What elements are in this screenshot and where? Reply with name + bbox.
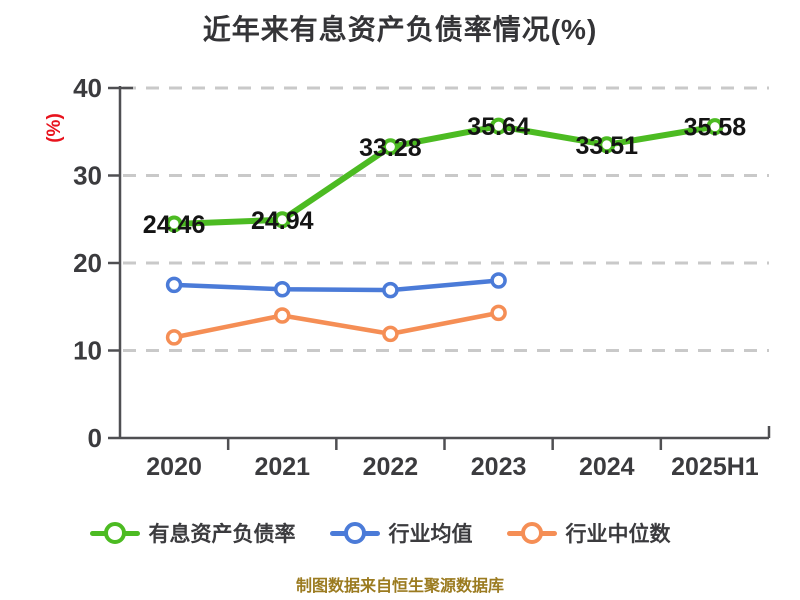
x-tick-label: 2023 bbox=[471, 453, 527, 481]
legend-item-series-0: 有息资产负债率 bbox=[89, 518, 296, 548]
series-0-data-label: 24.94 bbox=[251, 207, 314, 235]
series-0-data-label: 35.64 bbox=[467, 113, 530, 141]
plot-area: 0 10 20 30 40 2020 2021 2022 2023 2024 2025H1 (%) 24… bbox=[44, 73, 771, 481]
y-tick-label: 40 bbox=[73, 73, 102, 103]
line-point-marker-icon bbox=[89, 521, 140, 545]
series-1-point bbox=[382, 281, 399, 299]
series-2-point bbox=[490, 304, 507, 322]
y-tick-label: 20 bbox=[73, 248, 102, 278]
series-2-point bbox=[165, 329, 183, 346]
series-0-point bbox=[490, 117, 508, 135]
x-tick-label: 2025H1 bbox=[671, 453, 759, 481]
legend-circle bbox=[103, 522, 126, 544]
series-1-point bbox=[274, 281, 291, 298]
series-0-data-label: 33.28 bbox=[359, 134, 422, 162]
y-tick-label: 10 bbox=[73, 336, 102, 366]
legend-circle bbox=[343, 522, 366, 544]
y-tick-label: 0 bbox=[88, 423, 102, 453]
x-tick-label: 2024 bbox=[579, 453, 635, 481]
y-axis-unit-label: (%) bbox=[44, 113, 65, 143]
series-0-point bbox=[706, 118, 724, 136]
x-tick-label: 2020 bbox=[146, 453, 202, 481]
y-tick-label: 30 bbox=[73, 161, 102, 191]
line-point-marker-icon bbox=[329, 521, 380, 545]
data-source-note: 制图数据来自恒生聚源数据库 bbox=[295, 578, 504, 595]
x-tick-label: 2022 bbox=[363, 453, 419, 481]
legend-label-series-1: 行业均值 bbox=[388, 523, 473, 546]
series-2-point bbox=[274, 307, 291, 324]
series-1-line bbox=[171, 278, 501, 293]
series-0-point bbox=[165, 215, 183, 233]
legend-item-series-2: 行业中位数 bbox=[506, 518, 671, 548]
legend: 有息资产负债率 行业均值 行业中位数 bbox=[0, 518, 760, 548]
series-0-point bbox=[598, 136, 616, 154]
series-0-point bbox=[273, 211, 291, 229]
chart-title: 近年来有息资产负债率情况(%) bbox=[202, 14, 598, 45]
line-point-marker-icon bbox=[506, 521, 557, 545]
legend-circle bbox=[520, 522, 543, 544]
legend-item-series-1: 行业均值 bbox=[329, 518, 473, 548]
series-0-data-label: 24.46 bbox=[143, 211, 206, 239]
series-1-point bbox=[165, 276, 183, 294]
x-tick-label: 2021 bbox=[254, 453, 310, 481]
series-2-point bbox=[382, 325, 399, 343]
series-0-line bbox=[171, 123, 718, 227]
series-0-data-label: 33.51 bbox=[575, 132, 638, 160]
series-0-point bbox=[381, 138, 399, 156]
legend-label-series-0: 有息资产负债率 bbox=[148, 523, 296, 546]
series-2-line bbox=[171, 310, 501, 340]
legend-label-series-2: 行业中位数 bbox=[565, 523, 671, 546]
series-1-point bbox=[490, 272, 507, 289]
series-0-data-label: 35.58 bbox=[684, 114, 747, 142]
